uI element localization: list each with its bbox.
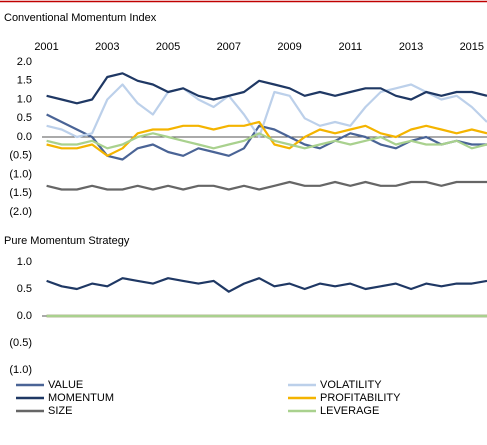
chart-title: Pure Momentum Strategy: [4, 235, 130, 247]
x-tick-label: 2005: [156, 41, 180, 53]
y-tick-label: (1.0): [9, 168, 32, 180]
legend-label: VALUE: [48, 379, 83, 391]
legend-label: SIZE: [48, 405, 72, 417]
x-tick-label: 2009: [277, 41, 301, 53]
legend-label: MOMENTUM: [48, 392, 114, 404]
y-tick-label: 1.0: [17, 256, 32, 268]
series-line: [46, 83, 487, 139]
legend-label: VOLATILITY: [320, 379, 382, 391]
y-tick-label: 0.5: [17, 112, 32, 124]
x-tick-label: 2001: [34, 41, 58, 53]
series-line: [46, 277, 487, 293]
x-tick-label: 2013: [399, 41, 423, 53]
series-line: [46, 120, 487, 157]
y-tick-label: 0.0: [17, 131, 32, 143]
series-line: [46, 72, 487, 105]
y-tick-label: (0.5): [9, 150, 32, 162]
series-line: [46, 180, 487, 191]
x-tick-label: 2011: [338, 41, 362, 53]
series-line: [46, 132, 487, 150]
legend-label: PROFITABILITY: [320, 392, 401, 404]
chart-title: Conventional Momentum Index: [4, 12, 157, 24]
x-tick-label: 2003: [95, 41, 119, 53]
y-tick-label: (0.5): [9, 337, 32, 349]
y-tick-label: (2.0): [9, 206, 32, 218]
x-tick-label: 2015: [460, 41, 484, 53]
x-tick-label: 2007: [217, 41, 241, 53]
y-tick-label: 1.0: [17, 93, 32, 105]
y-tick-label: 1.5: [17, 75, 32, 87]
series-line: [46, 113, 487, 161]
y-tick-label: (1.5): [9, 187, 32, 199]
y-tick-label: (1.0): [9, 364, 32, 376]
legend-label: LEVERAGE: [320, 405, 379, 417]
y-tick-label: 0.0: [17, 310, 32, 322]
y-tick-label: 0.5: [17, 283, 32, 295]
y-tick-label: 2.0: [17, 56, 32, 68]
